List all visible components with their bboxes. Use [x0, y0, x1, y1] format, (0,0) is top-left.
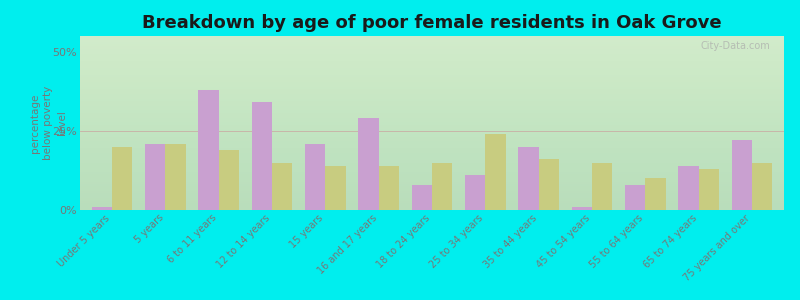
- Bar: [752, 163, 772, 210]
- Bar: [92, 207, 112, 210]
- Bar: [486, 134, 506, 210]
- Bar: [432, 163, 452, 210]
- Bar: [326, 166, 346, 210]
- Bar: [698, 169, 719, 210]
- Bar: [412, 185, 432, 210]
- Bar: [538, 159, 559, 210]
- Title: Breakdown by age of poor female residents in Oak Grove: Breakdown by age of poor female resident…: [142, 14, 722, 32]
- Bar: [518, 147, 538, 210]
- Bar: [218, 150, 239, 210]
- Bar: [465, 175, 486, 210]
- Text: City-Data.com: City-Data.com: [700, 41, 770, 51]
- Bar: [358, 118, 378, 210]
- Bar: [732, 140, 752, 210]
- Bar: [252, 102, 272, 210]
- Bar: [166, 144, 186, 210]
- Bar: [378, 166, 399, 210]
- Bar: [305, 144, 326, 210]
- Bar: [112, 147, 132, 210]
- Bar: [592, 163, 612, 210]
- Bar: [145, 144, 166, 210]
- Y-axis label: percentage
below poverty
level: percentage below poverty level: [30, 86, 66, 160]
- Bar: [625, 185, 646, 210]
- Bar: [678, 166, 698, 210]
- Bar: [272, 163, 292, 210]
- Bar: [572, 207, 592, 210]
- Bar: [198, 90, 218, 210]
- Bar: [646, 178, 666, 210]
